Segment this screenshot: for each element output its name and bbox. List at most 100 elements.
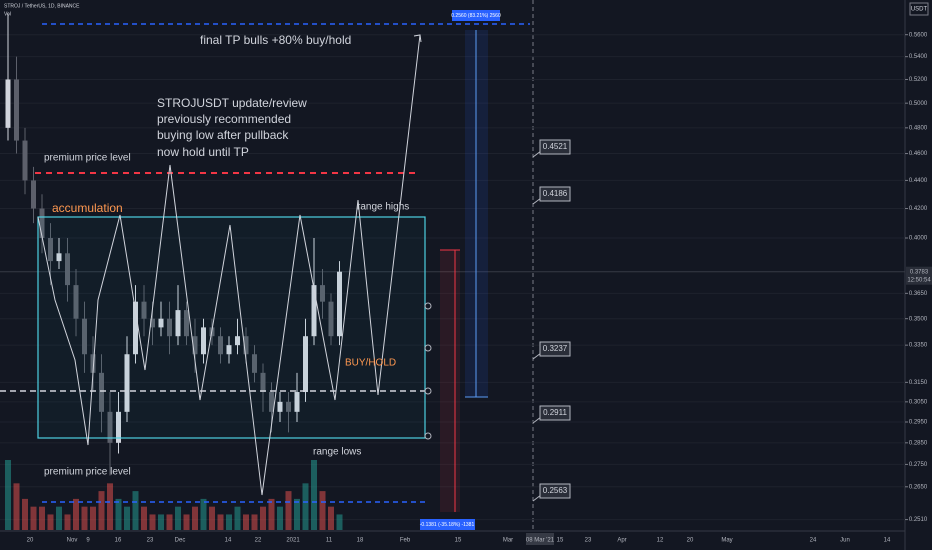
volume-bar xyxy=(64,514,71,530)
volume-label: Vol xyxy=(4,11,11,17)
x-tick-label: Dec xyxy=(175,538,186,544)
candle-body xyxy=(65,253,70,286)
volume-bar xyxy=(336,514,343,530)
candle-body xyxy=(252,354,257,373)
volume-bar xyxy=(166,514,173,530)
annotation: BUY/HOLD xyxy=(345,358,396,369)
candle-body xyxy=(99,372,104,412)
volume-bar xyxy=(209,506,215,530)
short-label-box xyxy=(420,519,475,530)
candle-body xyxy=(235,336,240,346)
price-label: 0.4186 xyxy=(543,189,568,198)
y-tick-label: 0.5000 xyxy=(909,101,928,107)
x-tick-label: 20 xyxy=(27,538,34,544)
candle-body xyxy=(218,336,223,355)
price-label: 0.3237 xyxy=(543,344,568,353)
x-tick-label: May xyxy=(721,538,732,544)
volume-bar xyxy=(22,498,28,530)
candle-body xyxy=(294,392,300,412)
annotation: previously recommended xyxy=(157,112,291,126)
y-tick-label: 0.3350 xyxy=(909,343,928,349)
annotation: buying low after pullback xyxy=(157,128,289,142)
x-tick-label: 15 xyxy=(557,538,564,544)
volume-bar xyxy=(132,491,139,530)
candle-body xyxy=(192,336,198,355)
volume-bar xyxy=(158,514,164,530)
price-label: 0.2911 xyxy=(543,408,567,417)
volume-bar xyxy=(200,498,207,530)
y-tick-label: 0.2650 xyxy=(909,484,928,490)
candle-body xyxy=(277,401,283,412)
volume-bar xyxy=(5,460,11,530)
currency: USDT xyxy=(911,7,928,13)
y-tick-label: 0.5600 xyxy=(909,32,928,38)
annotation: range lows xyxy=(313,447,361,458)
y-tick-label: 0.2750 xyxy=(909,462,928,468)
y-tick-label: 0.3500 xyxy=(909,316,928,322)
volume-bar xyxy=(243,514,249,530)
price-label-box xyxy=(539,139,571,155)
candle-body xyxy=(286,401,291,412)
zigzag xyxy=(37,34,421,496)
current-time: 12:50:54 xyxy=(907,277,931,283)
y-tick-label: 0.2950 xyxy=(909,420,928,426)
volume-bar xyxy=(311,460,317,530)
volume-bar xyxy=(251,514,258,530)
volume-bar xyxy=(285,491,292,530)
short-position xyxy=(440,250,460,512)
volume-bar xyxy=(30,506,37,530)
volume-bar xyxy=(98,491,105,530)
candle-body xyxy=(269,392,274,412)
y-tick-label: 0.3050 xyxy=(909,399,928,405)
volume-bar xyxy=(56,506,62,530)
y-tick-label: 0.3150 xyxy=(909,380,928,386)
x-tick-label: 14 xyxy=(225,538,232,544)
annotation: accumulation xyxy=(52,201,123,215)
candle-body xyxy=(311,285,317,337)
y-tick-label: 0.3650 xyxy=(909,291,928,297)
annotation: premium price level xyxy=(44,467,131,478)
y-tick-label: 0.4000 xyxy=(909,236,928,242)
volume-bar xyxy=(192,506,198,530)
annotation: premium price level xyxy=(44,153,131,164)
volume-bar xyxy=(302,483,309,530)
x-tick-label: 14 xyxy=(884,538,891,544)
y-tick-label: 0.2850 xyxy=(909,440,928,446)
volume-bar xyxy=(217,514,224,530)
y-tick-label: 0.4400 xyxy=(909,178,928,184)
candle-body xyxy=(175,310,181,337)
circles xyxy=(424,302,432,440)
price-label-box xyxy=(539,341,571,357)
volume-bar xyxy=(81,506,88,530)
y-tick-label: 0.4800 xyxy=(909,125,928,131)
current-price-box xyxy=(906,266,932,285)
range-box xyxy=(37,216,426,439)
price-label-box xyxy=(539,186,571,202)
x-tick-label: Jun xyxy=(840,538,850,544)
candle-body xyxy=(184,310,189,337)
volume-bar xyxy=(13,483,20,530)
candle-body xyxy=(14,79,19,141)
price-label: 0.2563 xyxy=(543,486,568,495)
volume-bar xyxy=(115,498,122,530)
volume-bar xyxy=(260,506,266,530)
long-label-box xyxy=(452,10,500,21)
x-tick-label: 24 xyxy=(810,538,817,544)
candle-body xyxy=(124,354,130,412)
candle-body xyxy=(201,327,206,355)
volume-bar xyxy=(90,506,96,530)
volume-bar xyxy=(234,506,241,530)
volume-bar xyxy=(107,483,113,530)
candle-body xyxy=(116,411,121,443)
volume-bar xyxy=(268,498,275,530)
x-tick-label: 12 xyxy=(657,538,664,544)
annotation: now hold until TP xyxy=(157,145,249,159)
y-tick-label: 0.5400 xyxy=(909,54,928,60)
candle-body xyxy=(243,336,249,355)
short-label: -0.1381 (-35.18%) -1381 xyxy=(420,522,475,528)
volume-bar xyxy=(175,506,181,530)
x-tick-label: 16 xyxy=(115,538,122,544)
x-tick-label: Mar xyxy=(503,538,513,544)
candle-body xyxy=(260,372,266,393)
